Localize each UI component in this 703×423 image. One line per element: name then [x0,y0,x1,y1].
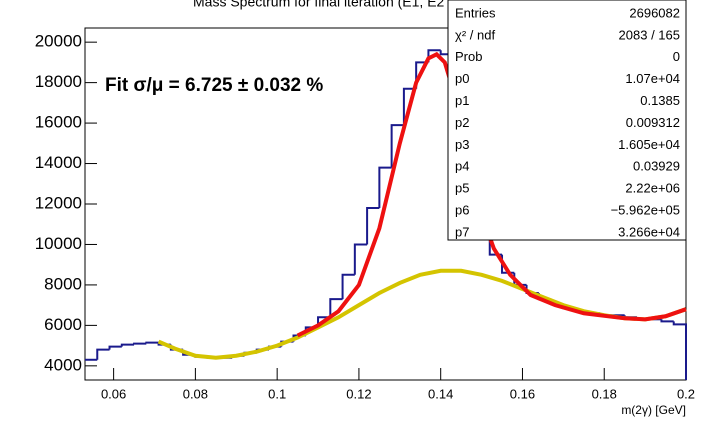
x-tick-label: 0.16 [510,386,535,401]
stats-box [447,0,687,241]
histogram-bin [353,243,368,275]
stats-value: 1.605e+04 [618,137,680,152]
stats-label: p2 [455,115,469,130]
histogram-bin [329,298,343,318]
stats-label: p6 [455,203,469,218]
stats-value: 1.07e+04 [625,71,680,86]
stats-value: 2083 / 165 [619,27,680,42]
fit-annotation: Fit σ/μ = 6.725 ± 0.032 % [105,75,323,96]
histogram-bin [120,343,135,347]
stats-value: 2.22e+06 [625,181,680,196]
stats-label: p0 [455,71,469,86]
stats-label: p5 [455,181,469,196]
stats-label: Entries [455,5,496,20]
histogram-bin [378,166,392,209]
x-tick-label: 0.06 [101,386,126,401]
x-tick-label: 0.1 [268,386,286,401]
y-tick-label: 12000 [35,193,82,212]
histogram-bin [341,273,355,300]
stats-value: 0.1385 [640,93,680,108]
histogram-bin [133,342,147,345]
histogram-bin [145,341,159,344]
histogram-bin [402,87,417,126]
stats-value: −5.962e+05 [611,203,680,218]
stats-value: 0 [673,49,680,64]
chart-title: Mass Spectrum for final iteration (E1, E… [193,0,521,10]
histogram-bin [366,207,380,245]
stats-label: χ² / ndf [455,27,495,42]
y-tick-label: 8000 [44,274,82,293]
stats-label: p3 [455,137,469,152]
stats-value: 2696082 [629,5,680,20]
stats-value: 0.03929 [633,159,680,174]
stats-label: p7 [455,224,469,239]
y-tick-label: 6000 [44,315,82,334]
y-tick-label: 4000 [44,355,82,374]
y-tick-label: 20000 [35,32,82,51]
x-tick-label: 0.14 [428,386,453,401]
x-tick-label: 0.12 [346,386,371,401]
histogram-bin [96,348,110,360]
y-tick-label: 16000 [35,113,82,132]
x-tick-label: 0.2 [677,386,695,401]
y-tick-label: 10000 [35,234,82,253]
stats-label: p4 [455,159,469,174]
histogram-bin [660,319,674,323]
stats-label: Prob [455,49,482,64]
stats-value: 3.266e+04 [618,224,680,239]
x-tick-label: 0.08 [183,386,208,401]
x-axis-label: m(2γ) [GeV] [621,403,686,417]
x-tick-label: 0.18 [592,386,617,401]
histogram-bin [108,345,122,350]
histogram-bin [390,124,404,168]
stats-value: 0.009312 [626,115,680,130]
stats-label: p1 [455,93,469,108]
y-tick-label: 14000 [35,153,82,172]
histogram-bin [672,321,687,380]
y-tick-label: 18000 [35,72,82,91]
